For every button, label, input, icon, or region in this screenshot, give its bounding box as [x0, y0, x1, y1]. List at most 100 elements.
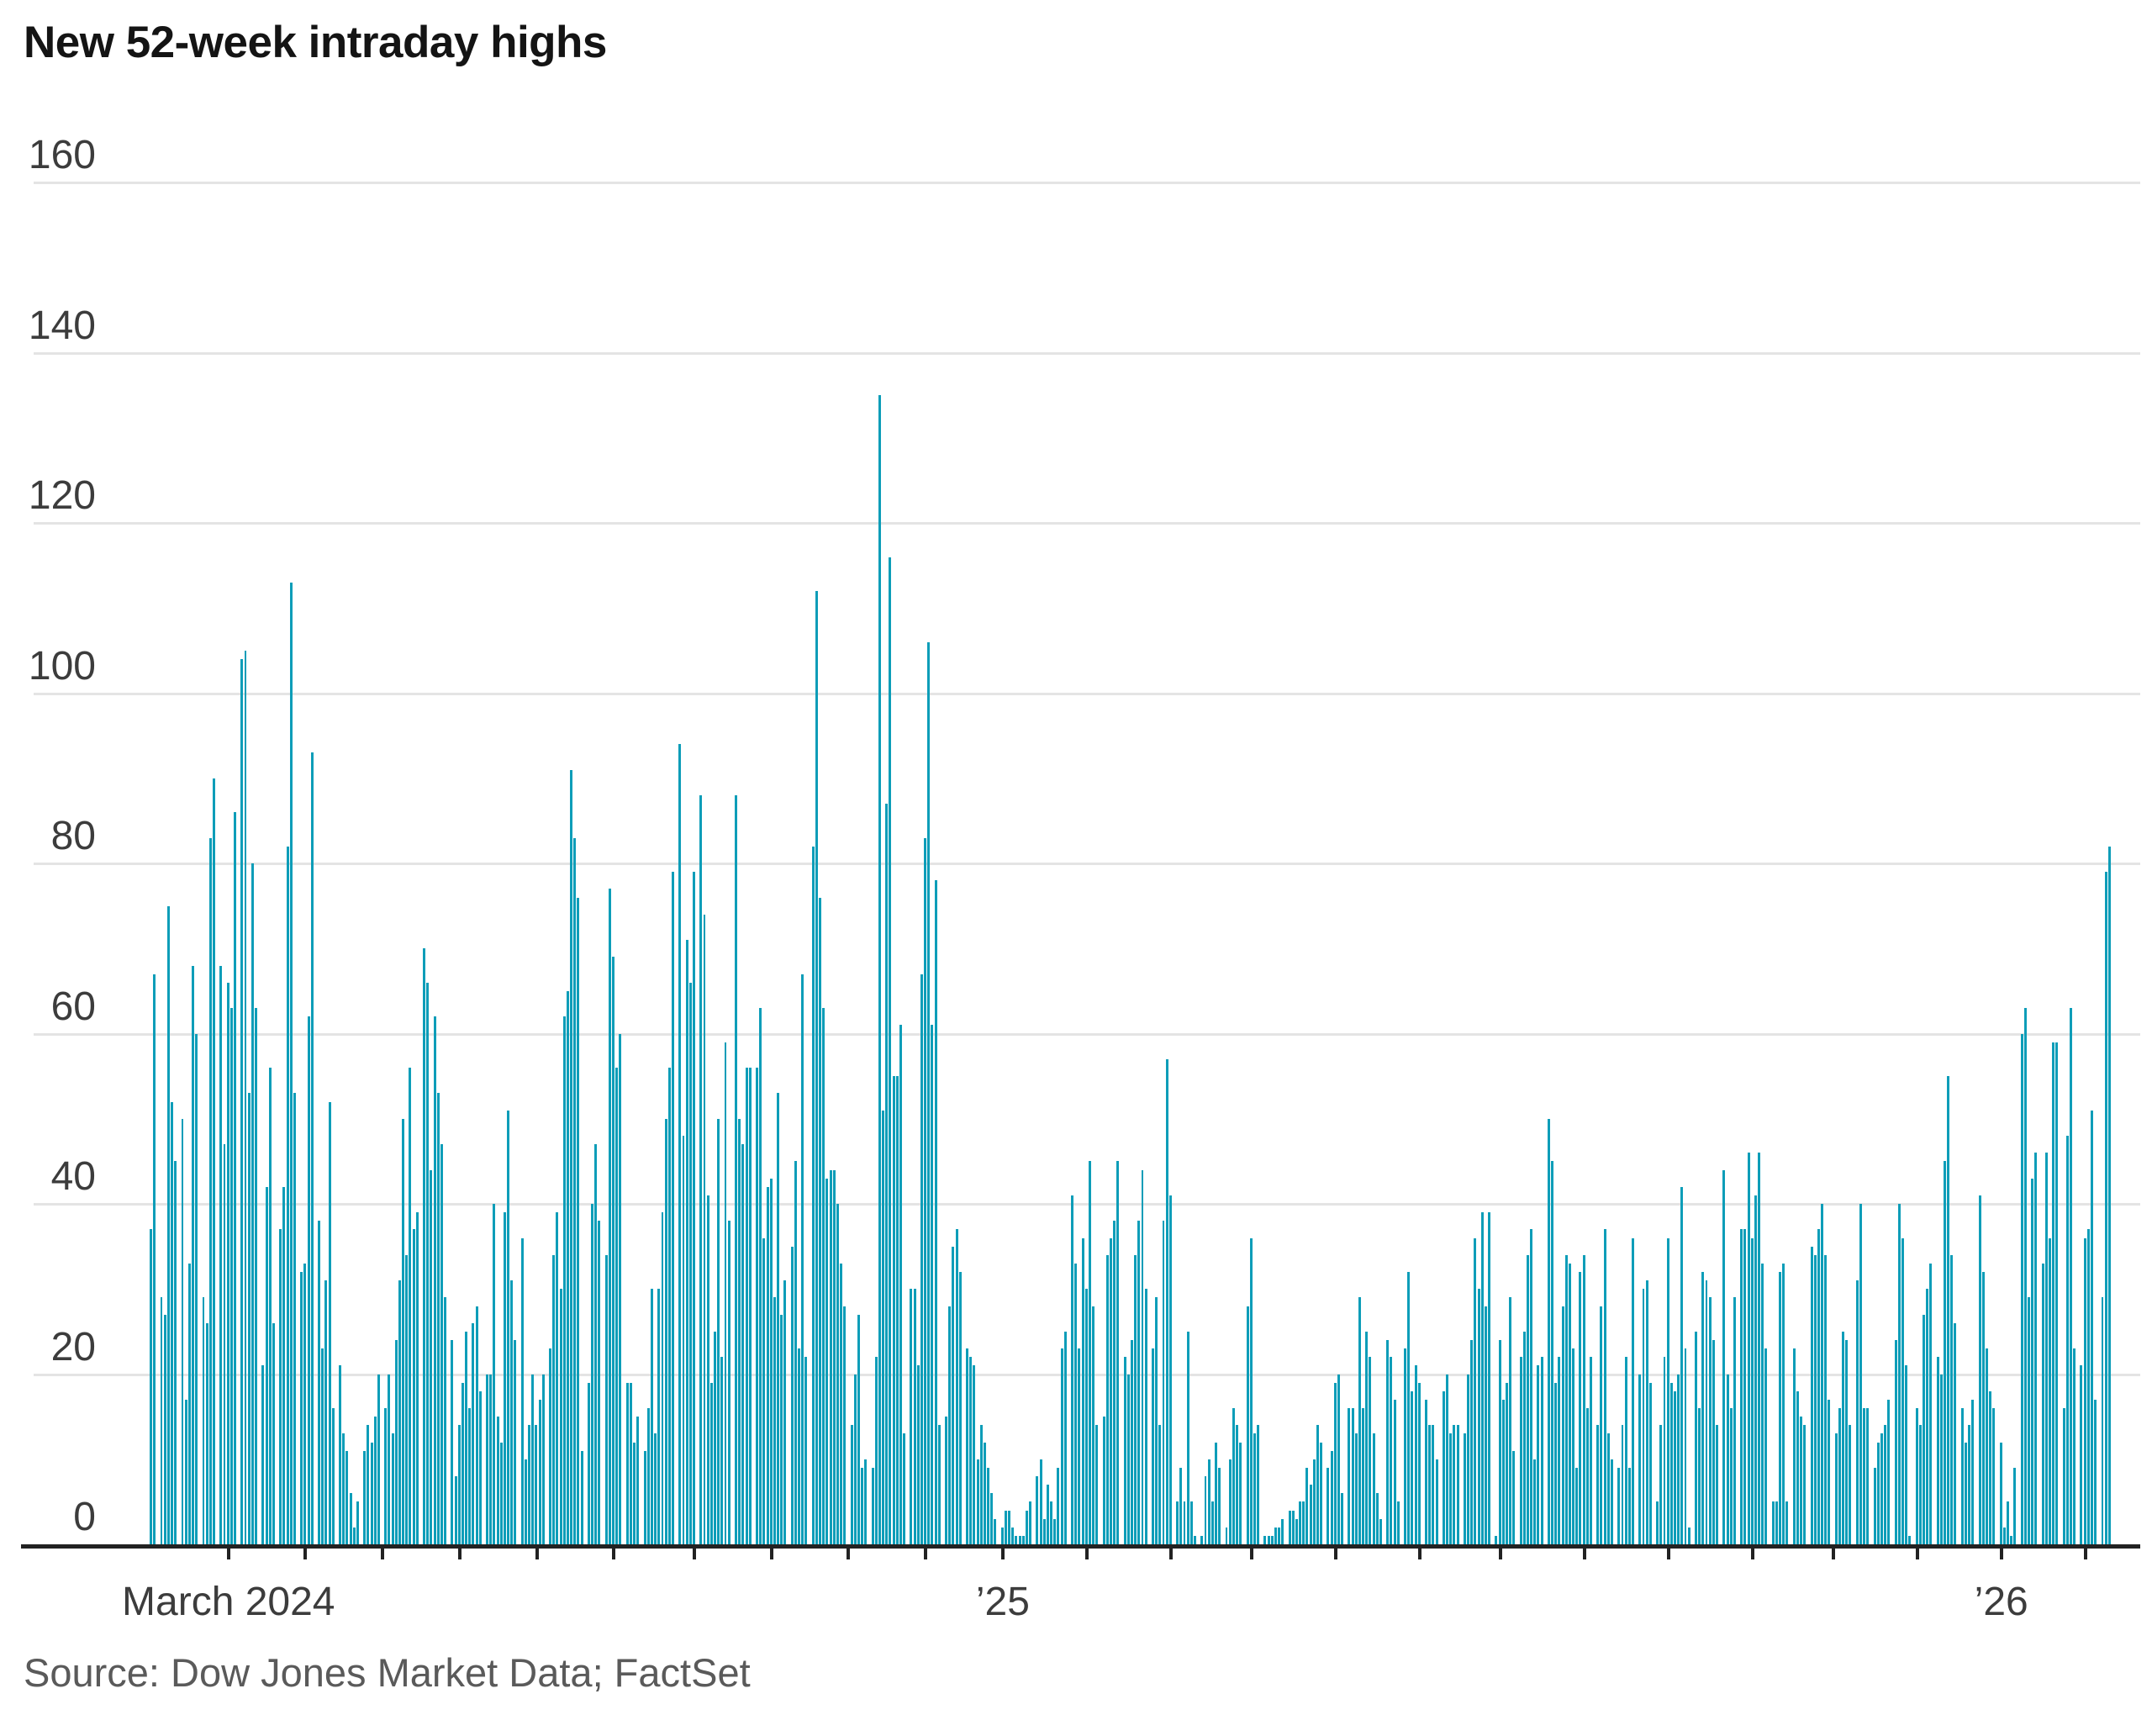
y-tick-label: 60 [50, 984, 96, 1029]
bar [552, 1254, 556, 1544]
bar [1039, 1459, 1042, 1544]
bar [556, 1212, 559, 1544]
bar [1796, 1390, 1799, 1544]
bar [1509, 1297, 1512, 1544]
y-tick-label: 0 [73, 1495, 96, 1539]
bar [1792, 1348, 1796, 1544]
bar [1407, 1272, 1411, 1544]
bar [1701, 1272, 1705, 1544]
bar [1810, 1246, 1813, 1544]
bar [454, 1476, 457, 1544]
bar [2041, 1263, 2044, 1544]
bar [2027, 1297, 2030, 1544]
x-axis-tick [1666, 1549, 1670, 1559]
bar [1257, 1425, 1259, 1544]
grid-line [34, 351, 2140, 355]
y-tick-label: 120 [28, 473, 96, 518]
bar [514, 1340, 517, 1544]
bar [300, 1272, 303, 1544]
bar [1050, 1501, 1053, 1544]
bar [1785, 1501, 1789, 1544]
bar [882, 1110, 885, 1544]
bar [1470, 1340, 1474, 1544]
bar [738, 1118, 741, 1544]
bar [573, 837, 577, 1544]
bar [1144, 1289, 1147, 1544]
bar [693, 872, 695, 1544]
bar [780, 1314, 783, 1544]
bar [924, 837, 927, 1544]
bar [1341, 1493, 1344, 1544]
x-axis-tick [1750, 1549, 1754, 1559]
bar [717, 1118, 720, 1544]
bar [1606, 1433, 1610, 1544]
bar [1866, 1408, 1870, 1544]
bar [1905, 1365, 1908, 1544]
bar [1116, 1161, 1120, 1544]
bar [1929, 1263, 1933, 1544]
bar [1568, 1263, 1571, 1544]
bar [349, 1493, 352, 1544]
bar [636, 1417, 640, 1544]
bar [2052, 1042, 2055, 1544]
bar [1088, 1161, 1091, 1544]
bar [672, 872, 674, 1544]
bar [1596, 1425, 1600, 1544]
bar [1207, 1459, 1210, 1544]
y-tick-label: 80 [50, 814, 96, 858]
bar [1228, 1459, 1232, 1544]
bar [153, 974, 156, 1544]
bar [994, 1518, 997, 1544]
bar [440, 1144, 443, 1544]
bar [318, 1221, 321, 1544]
bar [604, 1254, 608, 1544]
x-axis-tick [1168, 1549, 1173, 1559]
bar [1964, 1442, 1967, 1544]
bar [1274, 1527, 1277, 1544]
x-axis-tick [1000, 1549, 1005, 1559]
bar [1288, 1510, 1291, 1544]
bar [229, 1008, 233, 1544]
bar [213, 778, 215, 1544]
bar [766, 1186, 769, 1544]
bar [1393, 1399, 1396, 1544]
bar [587, 1382, 590, 1544]
bar [724, 1042, 727, 1544]
bar [1824, 1254, 1828, 1544]
bar [1537, 1365, 1540, 1544]
bar [1246, 1306, 1249, 1544]
bar [1943, 1161, 1946, 1544]
bar [1782, 1263, 1785, 1544]
bar [507, 1110, 510, 1544]
bar [1126, 1374, 1130, 1544]
bar [1417, 1382, 1421, 1544]
bar [409, 1068, 412, 1544]
grid-line [34, 1032, 2140, 1036]
bar [969, 1357, 973, 1544]
bar [1369, 1357, 1372, 1544]
bar [1624, 1357, 1627, 1544]
bar [2023, 1008, 2027, 1544]
bar [1547, 1118, 1550, 1544]
bar [783, 1280, 787, 1544]
bar [934, 880, 937, 1544]
bar [1821, 1204, 1824, 1544]
bar [524, 1459, 527, 1544]
y-tick-label: 100 [28, 643, 96, 689]
bar [1249, 1237, 1253, 1544]
bar [433, 1016, 436, 1544]
bar [892, 1076, 895, 1544]
bar [1897, 1204, 1901, 1544]
bar [2094, 1399, 2097, 1544]
bar [1183, 1501, 1186, 1544]
bar [388, 1374, 391, 1544]
bar [811, 846, 815, 1544]
bar [1463, 1433, 1466, 1544]
bar [1828, 1399, 1831, 1544]
bar [832, 1169, 836, 1544]
bar [1200, 1535, 1204, 1544]
bar [1021, 1535, 1025, 1544]
bar [1477, 1289, 1480, 1544]
bar [310, 752, 314, 1544]
bar [192, 965, 194, 1544]
